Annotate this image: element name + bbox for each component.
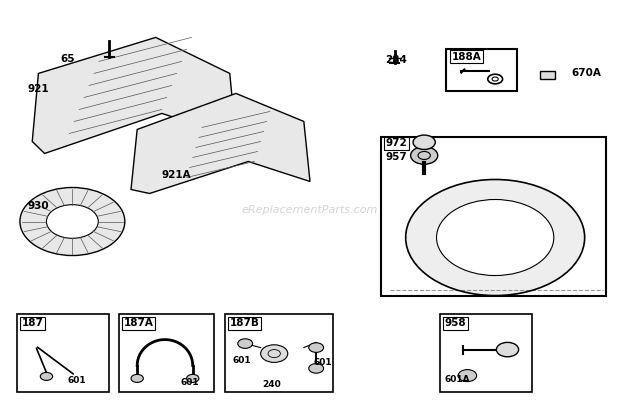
Text: 601: 601 [233, 356, 252, 365]
Text: 930: 930 [27, 201, 49, 210]
Text: 958: 958 [445, 318, 466, 328]
Bar [539, 71, 555, 79]
Text: 187: 187 [22, 318, 43, 328]
Circle shape [20, 187, 125, 256]
Circle shape [436, 199, 554, 276]
Text: 601: 601 [68, 376, 86, 385]
Text: 601: 601 [180, 378, 199, 387]
Circle shape [405, 179, 585, 295]
Text: 670A: 670A [572, 68, 601, 78]
Bar [118, 314, 215, 392]
Text: eReplacementParts.com: eReplacementParts.com [242, 204, 378, 214]
Bar [381, 137, 606, 295]
Text: 188A: 188A [452, 52, 482, 62]
Text: 972: 972 [385, 139, 407, 148]
Text: 65: 65 [60, 54, 74, 64]
Circle shape [187, 374, 199, 382]
Bar [446, 50, 516, 91]
Circle shape [413, 135, 435, 150]
Text: 921A: 921A [162, 170, 192, 181]
Circle shape [40, 372, 53, 380]
Bar [225, 314, 333, 392]
Circle shape [458, 370, 477, 382]
Polygon shape [32, 37, 236, 154]
Circle shape [260, 345, 288, 362]
Text: 601: 601 [313, 358, 332, 367]
Circle shape [131, 374, 143, 382]
Bar [440, 314, 532, 392]
Bar [17, 314, 109, 392]
Circle shape [309, 364, 324, 373]
Circle shape [497, 343, 518, 357]
Circle shape [309, 343, 324, 352]
Circle shape [238, 339, 252, 348]
Text: 240: 240 [262, 380, 281, 389]
Text: 187A: 187A [123, 318, 154, 328]
Text: 921: 921 [27, 85, 49, 94]
Circle shape [46, 205, 99, 238]
Text: 284: 284 [385, 55, 407, 65]
Circle shape [410, 147, 438, 164]
Text: 187B: 187B [230, 318, 260, 328]
Text: 601A: 601A [445, 375, 470, 384]
Text: 957: 957 [385, 152, 407, 162]
Polygon shape [131, 93, 310, 193]
